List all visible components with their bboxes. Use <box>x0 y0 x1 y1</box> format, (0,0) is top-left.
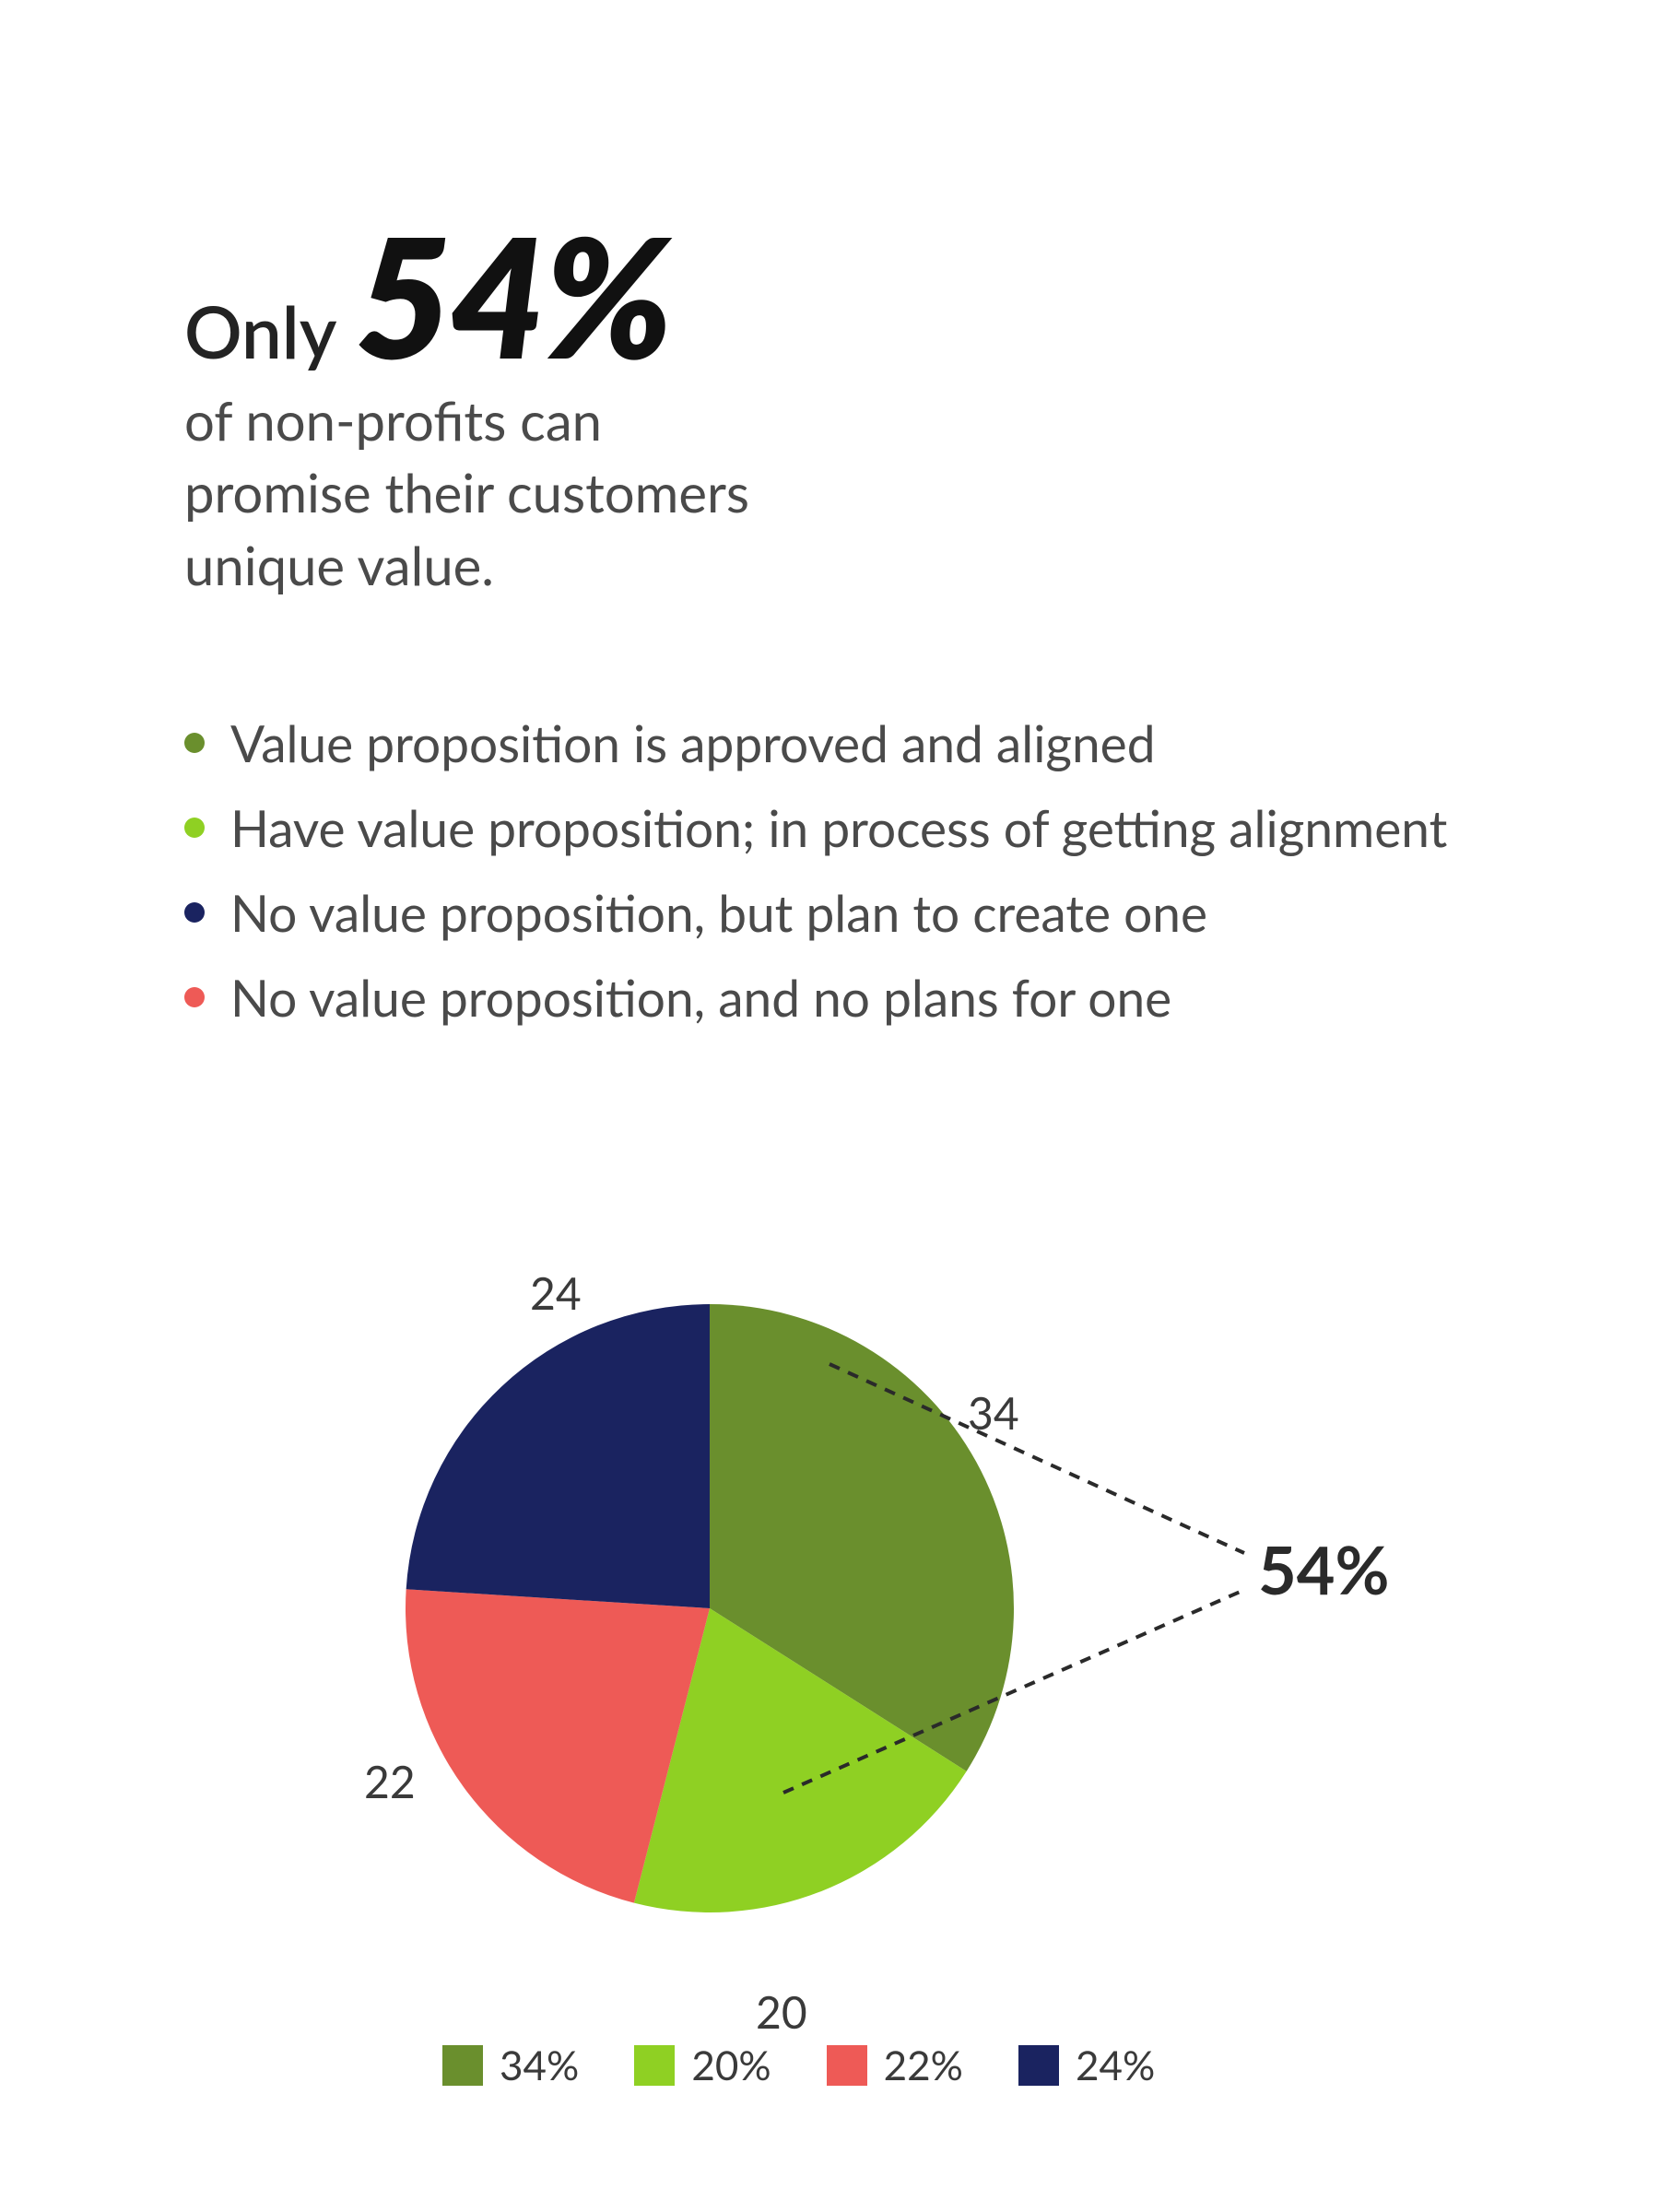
bottom-legend-swatch-icon <box>634 2045 675 2086</box>
bottom-legend-item: 24% <box>1018 2041 1155 2089</box>
bottom-legend: 34% 20% 22% 24% <box>442 2041 1155 2089</box>
pie-slice-label: 34 <box>968 1387 1019 1440</box>
bottom-legend-item: 20% <box>634 2041 771 2089</box>
headline-subtitle: of non-profits canpromise their customer… <box>184 385 1475 602</box>
bottom-legend-swatch-icon <box>1018 2045 1059 2086</box>
legend-item: No value proposition, and no plans for o… <box>184 967 1475 1028</box>
bottom-legend-item: 34% <box>442 2041 579 2089</box>
legend-item-label: Value proposition is approved and aligne… <box>230 712 1156 773</box>
legend-item: Value proposition is approved and aligne… <box>184 712 1475 773</box>
legend-dot-icon <box>184 733 205 753</box>
legend-list: Value proposition is approved and aligne… <box>184 712 1475 1028</box>
headline-top-row: Only 54% <box>184 212 1475 378</box>
bottom-legend-item: 22% <box>827 2041 963 2089</box>
bottom-legend-label: 20% <box>691 2041 771 2089</box>
pie-chart-area: 34 20 22 24 54% 34% 20% 22% 24% <box>184 1240 1475 2115</box>
legend-item: Have value proposition; in process of ge… <box>184 797 1475 858</box>
legend-dot-icon <box>184 987 205 1007</box>
headline-percent: 54% <box>355 212 671 378</box>
bottom-legend-swatch-icon <box>442 2045 483 2086</box>
legend-item-label: No value proposition, and no plans for o… <box>230 967 1171 1028</box>
legend-dot-icon <box>184 902 205 923</box>
pie-slice-label: 24 <box>530 1267 582 1320</box>
headline-block: Only 54% of non-profits canpromise their… <box>184 212 1475 602</box>
bottom-legend-label: 22% <box>884 2041 963 2089</box>
pie-slice-label: 22 <box>364 1756 416 1808</box>
infographic-container: Only 54% of non-profits canpromise their… <box>0 0 1659 2115</box>
bottom-legend-label: 34% <box>500 2041 579 2089</box>
pie-chart-svg <box>387 1286 1032 1931</box>
pie-slice <box>406 1304 710 1608</box>
bottom-legend-label: 24% <box>1076 2041 1155 2089</box>
legend-item-label: Have value proposition; in process of ge… <box>230 797 1447 858</box>
legend-dot-icon <box>184 818 205 838</box>
legend-item-label: No value proposition, but plan to create… <box>230 882 1207 943</box>
legend-item: No value proposition, but plan to create… <box>184 882 1475 943</box>
headline-only: Only <box>184 288 336 374</box>
callout-percent-label: 54% <box>1258 1530 1390 1609</box>
bottom-legend-swatch-icon <box>827 2045 867 2086</box>
pie-slice-label: 20 <box>756 1986 807 2039</box>
